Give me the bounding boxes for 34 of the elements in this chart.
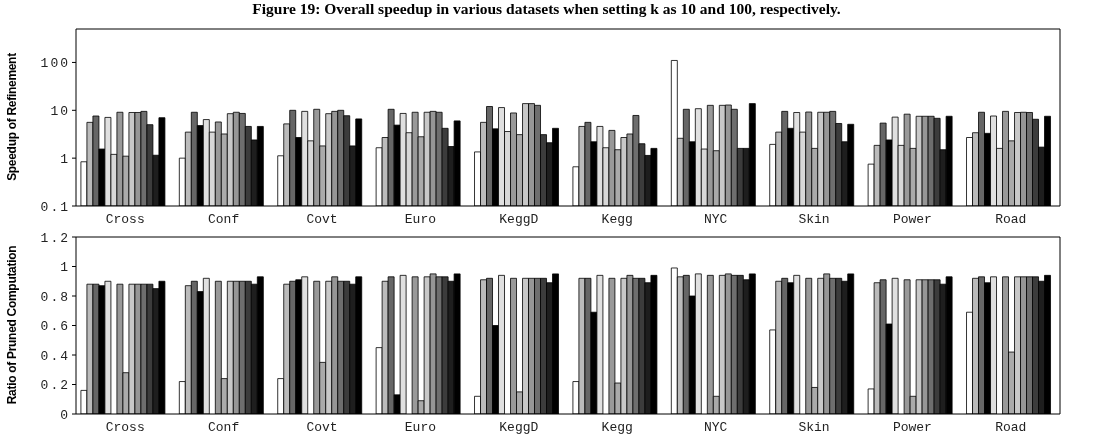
x-tick-label: Road (995, 420, 1027, 436)
y-tick-label: 0.8 (40, 289, 70, 305)
x-tick-label: Cross (105, 212, 145, 228)
x-tick-label: Conf (207, 420, 240, 436)
x-tick-label: NYC (703, 420, 728, 436)
x-tick-label: Euro (404, 212, 437, 228)
y-tick-label: 0.1 (40, 199, 70, 215)
x-tick-label: NYC (703, 212, 728, 228)
y-tick-label: 0.6 (40, 319, 70, 335)
x-tick-label: Power (892, 420, 932, 436)
y-tick-label: 100 (40, 56, 70, 72)
y-tick-label: 1 (60, 260, 70, 276)
x-tick-label: Power (892, 212, 932, 228)
y-tick-label: 0.4 (40, 348, 70, 364)
y-tick-label: 1.2 (40, 230, 70, 246)
x-tick-label: Covt (306, 212, 338, 228)
y-axis-title: Ratio of Pruned Computation (5, 245, 19, 405)
y-axis-title: Speedup of Refinement (5, 53, 19, 181)
x-tick-label: Skin (798, 420, 830, 436)
x-tick-label: Covt (306, 420, 338, 436)
x-tick-label: KeggD (499, 420, 539, 436)
x-tick-label: Kegg (601, 212, 633, 228)
x-tick-label: KeggD (499, 212, 539, 228)
y-tick-label: 0.2 (40, 378, 70, 394)
x-tick-label: Kegg (601, 420, 633, 436)
x-tick-label: Skin (798, 212, 830, 228)
chart-title: Figure 19: Overall speedup in various datasets when setting k as 10 and 100, respectively. (251, 0, 842, 18)
x-tick-label: Cross (105, 420, 145, 436)
y-tick-label: 10 (50, 103, 70, 119)
y-tick-label: 0 (60, 407, 70, 423)
x-tick-label: Conf (207, 212, 240, 228)
x-tick-label: Road (995, 212, 1027, 228)
y-tick-label: 1 (60, 151, 70, 167)
x-tick-label: Euro (404, 420, 437, 436)
